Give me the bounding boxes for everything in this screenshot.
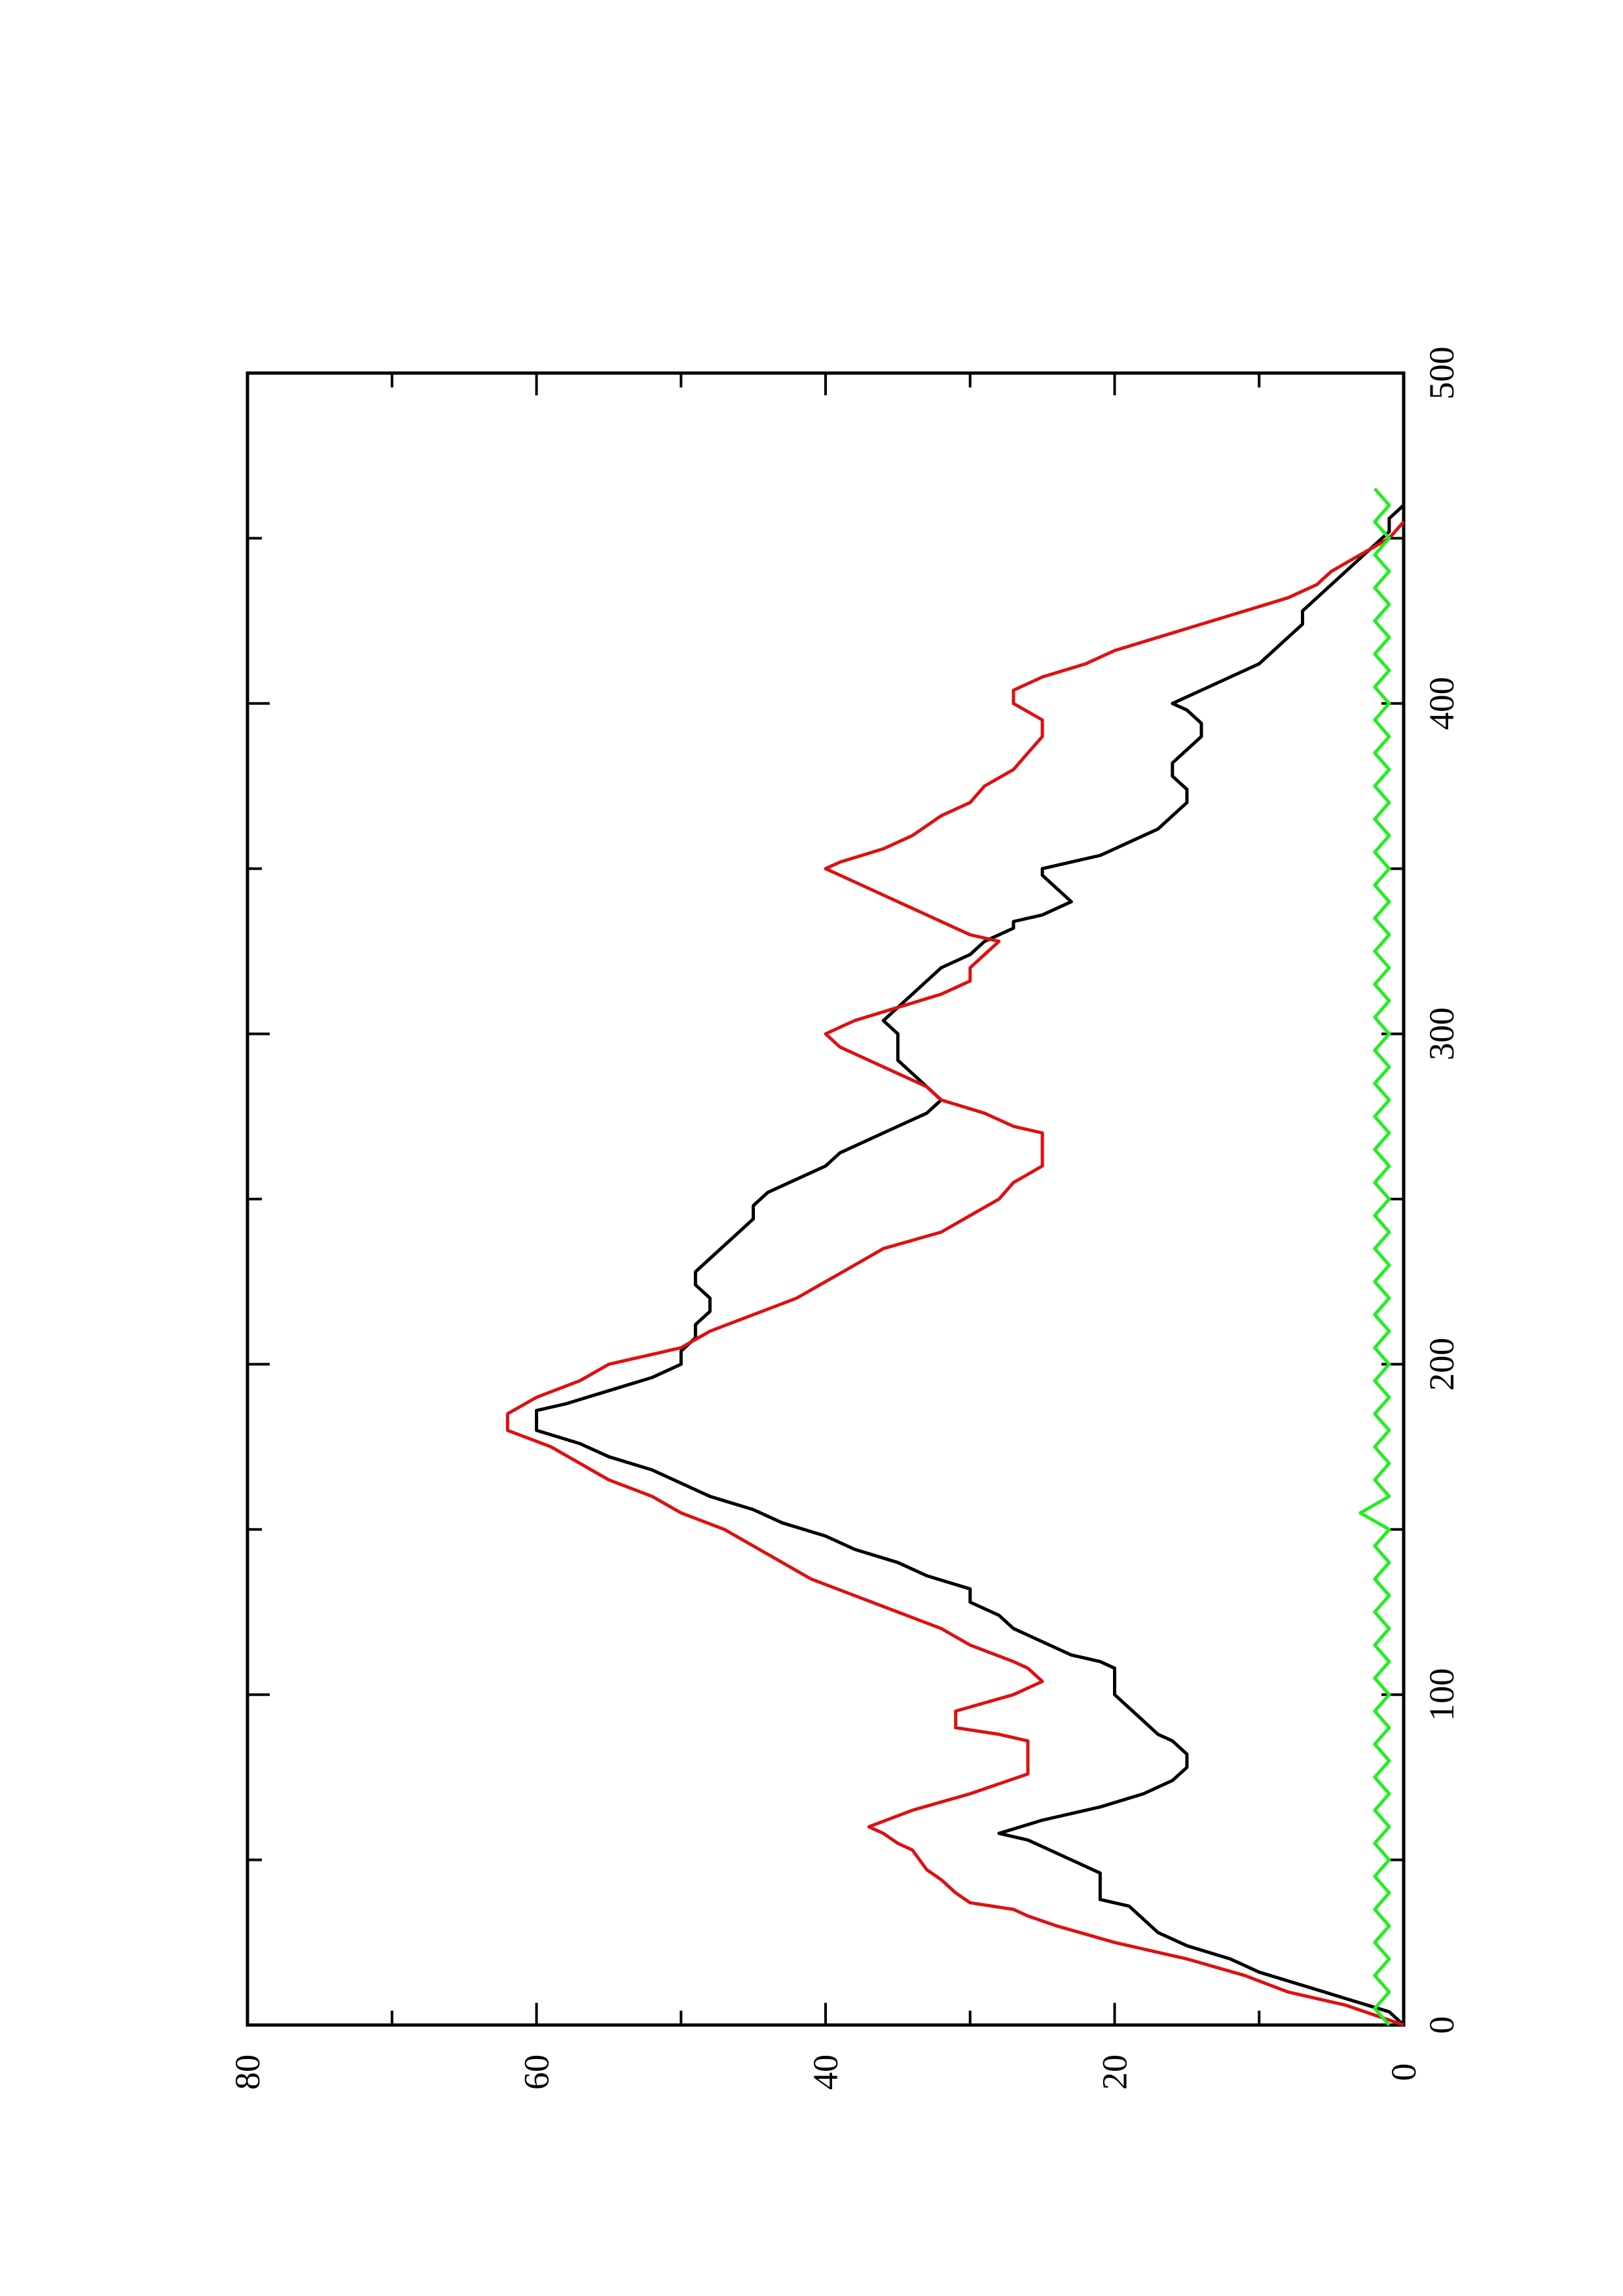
series-line-1 bbox=[535, 495, 1406, 2026]
y-tick-label: 80 bbox=[228, 2054, 267, 2090]
x-tick-label: 0 bbox=[1422, 2017, 1461, 2034]
x-tick-label: 200 bbox=[1422, 1338, 1461, 1391]
x-tick-label: 400 bbox=[1422, 677, 1461, 730]
plot-frame bbox=[246, 371, 1406, 2027]
x-tick-label: 300 bbox=[1422, 1007, 1461, 1060]
y-tick-label: 0 bbox=[1384, 2064, 1423, 2081]
x-tick-label: 100 bbox=[1422, 1668, 1461, 1721]
series-group bbox=[505, 488, 1406, 2027]
series-line-3 bbox=[1359, 488, 1391, 2026]
x-tick-label: 500 bbox=[1422, 347, 1461, 400]
axis-tick-labels: 0 100 200 300 400 500 0 20 40 60 80 bbox=[228, 347, 1461, 2090]
axis-ticks bbox=[246, 372, 1405, 2026]
y-tick-label: 40 bbox=[806, 2054, 845, 2090]
y-tick-label: 60 bbox=[517, 2054, 556, 2090]
y-tick-label: 20 bbox=[1095, 2054, 1135, 2090]
series-line-2 bbox=[505, 520, 1405, 2027]
